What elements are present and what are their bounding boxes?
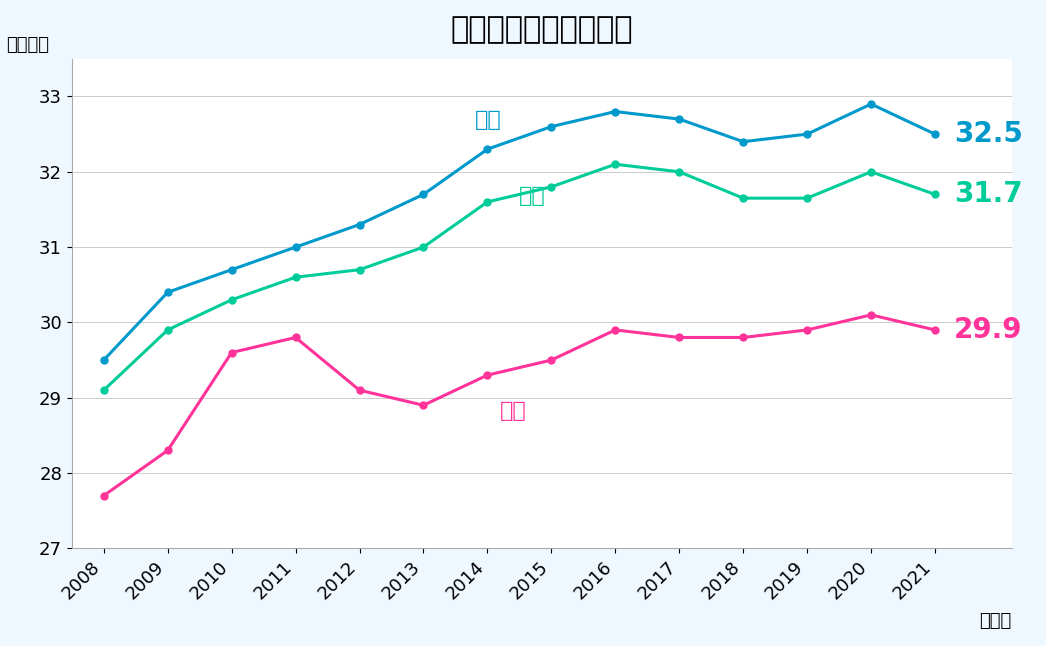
- Text: 32.5: 32.5: [954, 120, 1023, 148]
- Text: （年）: （年）: [979, 612, 1011, 630]
- Text: 31.7: 31.7: [954, 180, 1023, 209]
- Text: 全体: 全体: [520, 185, 546, 205]
- Text: 29.9: 29.9: [954, 316, 1023, 344]
- Text: 男性: 男性: [475, 110, 501, 130]
- Text: 女性: 女性: [500, 401, 527, 421]
- Text: （年齢）: （年齢）: [6, 36, 49, 54]
- Title: 転職成功者の平均年齢: 転職成功者の平均年齢: [451, 15, 633, 44]
